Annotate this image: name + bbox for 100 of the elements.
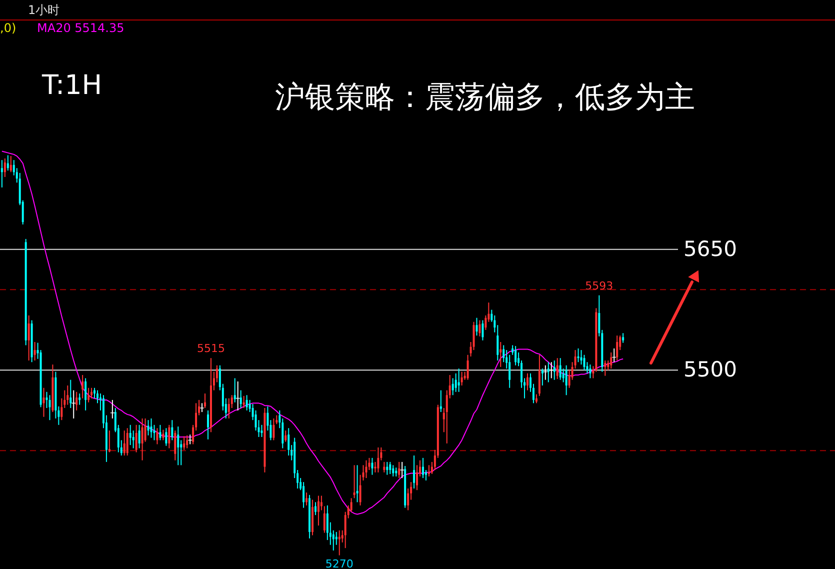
candlestick: [168, 424, 170, 449]
candlestick: [359, 474, 362, 506]
candlestick: [356, 464, 358, 503]
candlestick: [392, 464, 394, 477]
candlestick: [416, 464, 418, 491]
line-series: [1, 150, 624, 515]
candlestick: [500, 341, 502, 368]
candlestick: [246, 394, 248, 411]
candlestick: [460, 371, 463, 386]
candlestick: [34, 341, 36, 362]
candlestick: [577, 348, 580, 363]
candlestick: [171, 420, 174, 441]
candlestick: [76, 391, 78, 411]
candlestick: [204, 393, 206, 409]
candlestick: [458, 368, 460, 392]
candlestick: [386, 461, 388, 476]
candlestick: [260, 424, 263, 438]
candlestick: [150, 418, 152, 438]
candlestick: [28, 314, 30, 362]
candlestick: [547, 362, 550, 383]
candlestick: [320, 495, 322, 511]
annotation: ,0): [0, 21, 16, 35]
candlestick: [306, 492, 308, 506]
candlestick: [371, 457, 374, 476]
candlestick: [82, 374, 84, 399]
candlestick: [0, 160, 3, 188]
candlestick: [6, 154, 9, 172]
candlestick: [126, 428, 128, 456]
candlestick: [454, 372, 457, 392]
candlestick: [422, 457, 424, 479]
candlestick: [478, 320, 481, 337]
candlestick: [496, 324, 499, 362]
candlestick: [186, 434, 188, 449]
candlestick: [165, 428, 168, 446]
candlestick: [156, 428, 158, 445]
candlestick: [108, 430, 110, 453]
candlestick: [622, 332, 624, 344]
text: 沪银策略：震荡偏多，低多为主: [275, 80, 695, 115]
candlestick: [583, 354, 586, 371]
candlestick: [66, 384, 69, 406]
candlestick: [389, 461, 392, 475]
candlestick: [138, 424, 140, 449]
text: 1小时: [28, 3, 60, 17]
candlestick: [272, 418, 275, 441]
candlestick: [177, 426, 180, 466]
annotation: 5270: [325, 557, 354, 569]
y-tick-label: 5500: [684, 358, 737, 382]
candlestick: [353, 464, 356, 499]
candlestick: [84, 378, 87, 411]
candlestick: [377, 446, 380, 473]
candlestick: [514, 346, 517, 366]
candlestick: [123, 430, 126, 456]
candlestick: [317, 495, 320, 526]
candlestick: [616, 335, 618, 362]
candlestick: [174, 430, 176, 461]
candlestick: [365, 460, 368, 479]
annotation: 5515: [196, 342, 225, 356]
candlestick: [314, 502, 316, 516]
candlestick: [466, 354, 469, 380]
candlestick: [94, 387, 96, 399]
candlestick: [374, 461, 376, 473]
candlestick: [323, 506, 326, 534]
candlestick: [589, 364, 592, 379]
candlestick: [452, 378, 454, 396]
candlestick: [48, 394, 51, 421]
candlestick: [183, 436, 186, 450]
candlestick: [541, 368, 544, 386]
candlestick: [559, 358, 562, 380]
candlestick: [90, 387, 93, 399]
candlestick: [141, 418, 144, 461]
candlestick: [565, 364, 568, 396]
candlestick: [159, 424, 162, 441]
candlestick: [4, 158, 6, 178]
annotation: T:1H: [41, 70, 102, 101]
candlestick: [129, 424, 132, 446]
candlestick: [428, 464, 430, 477]
candlestick: [413, 454, 416, 489]
candlestick: [284, 430, 287, 442]
candlestick: [538, 354, 540, 396]
candlestick: [508, 354, 511, 388]
candlestick: [383, 461, 386, 473]
candlestick: [526, 372, 528, 391]
candlestick: [240, 390, 242, 409]
candlestick: [610, 352, 612, 370]
candlestick: [553, 360, 556, 380]
candlestick: [228, 398, 230, 419]
candlestick: [70, 379, 72, 409]
candlestick: [476, 317, 478, 336]
candlestick: [147, 420, 150, 436]
candlestick: [556, 358, 558, 380]
candlestick: [604, 360, 606, 376]
candlestick: [440, 390, 442, 413]
candlestick: [42, 387, 45, 418]
y-tick-label: 5650: [684, 236, 737, 261]
candlestick: [302, 482, 305, 508]
candlestick: [424, 469, 427, 481]
candlestick: [88, 387, 90, 403]
candlestick: [78, 393, 81, 406]
candlestick: [135, 424, 138, 453]
candlestick: [162, 429, 164, 441]
